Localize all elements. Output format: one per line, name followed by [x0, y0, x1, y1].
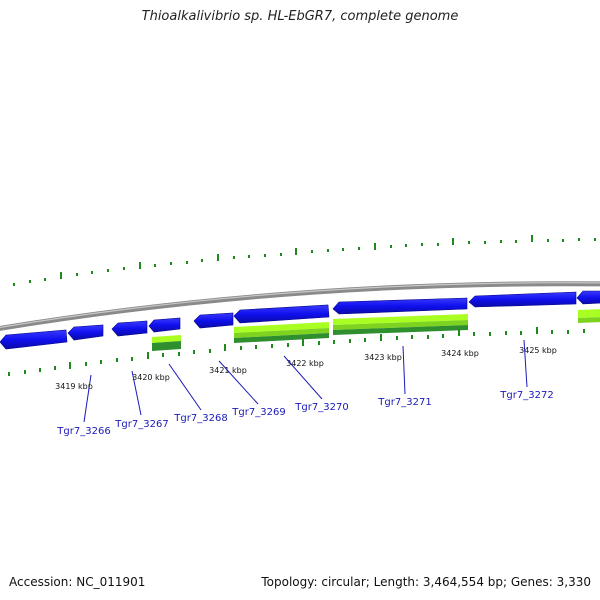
feature-bar[interactable]: [333, 325, 468, 335]
gene-label-tgr7-3269[interactable]: Tgr7_3269: [231, 407, 285, 418]
leader-lines: [83, 339, 528, 423]
accession-text: Accession: NC_011901: [9, 575, 146, 589]
leader-line: [218, 360, 259, 405]
feature-bar[interactable]: [333, 320, 468, 330]
genome-summary-text: Topology: circular; Length: 3,464,554 bp…: [261, 575, 591, 589]
feature-bar[interactable]: [578, 309, 600, 318]
gene-label-tgr7-3270[interactable]: Tgr7_3270: [294, 402, 348, 413]
scale-tick-label: 3419 kbp: [55, 382, 93, 391]
cds-track: [0, 290, 600, 350]
leader-line: [402, 345, 406, 395]
cds-feature[interactable]: [193, 312, 234, 329]
leader-line: [168, 363, 202, 411]
feature-bar[interactable]: [234, 328, 329, 338]
gene-label-tgr7-3267[interactable]: Tgr7_3267: [114, 419, 168, 430]
scale-tick-label: 3425 kbp: [519, 346, 557, 355]
scale-tick-label: 3422 kbp: [286, 359, 324, 368]
leader-line: [283, 355, 323, 400]
feature-bar[interactable]: [234, 333, 329, 343]
backbone-arc-highlight: [0, 282, 600, 328]
gene-label-tgr7-3271[interactable]: Tgr7_3271: [377, 397, 431, 408]
scale-tick-label: 3420 kbp: [132, 373, 170, 382]
feature-bar[interactable]: [578, 317, 600, 323]
feature-bar[interactable]: [234, 322, 329, 333]
cds-feature[interactable]: [332, 297, 468, 315]
gene-labels: Tgr7_3266 Tgr7_3267 Tgr7_3268 Tgr7_3269 …: [56, 390, 553, 437]
outer-tick-ring: [13, 235, 596, 286]
leader-line: [83, 374, 92, 423]
map-title: Thioalkalivibrio sp. HL-EbGR7, complete …: [141, 9, 459, 24]
feature-bar[interactable]: [152, 341, 181, 351]
feature-track: [152, 309, 600, 351]
feature-bar[interactable]: [333, 314, 468, 325]
leader-line: [523, 339, 528, 388]
inner-tick-ring: [8, 327, 585, 376]
gene-label-tgr7-3268[interactable]: Tgr7_3268: [173, 413, 227, 424]
leader-line: [131, 370, 142, 416]
cds-feature[interactable]: [576, 290, 600, 305]
backbone-arc: [0, 281, 600, 331]
cds-feature[interactable]: [233, 304, 330, 324]
cds-feature[interactable]: [148, 317, 181, 333]
feature-bar[interactable]: [152, 335, 181, 343]
cds-feature[interactable]: [111, 320, 148, 337]
cds-feature[interactable]: [0, 329, 68, 350]
scale-tick-label: 3424 kbp: [441, 349, 479, 358]
scale-tick-label: 3423 kbp: [364, 353, 402, 362]
gene-label-tgr7-3266[interactable]: Tgr7_3266: [56, 426, 110, 437]
cds-feature[interactable]: [468, 291, 577, 308]
gene-label-tgr7-3272[interactable]: Tgr7_3272: [499, 390, 553, 401]
scale-labels: 3419 kbp 3420 kbp 3421 kbp 3422 kbp 3423…: [55, 346, 557, 391]
cds-feature[interactable]: [67, 324, 104, 341]
